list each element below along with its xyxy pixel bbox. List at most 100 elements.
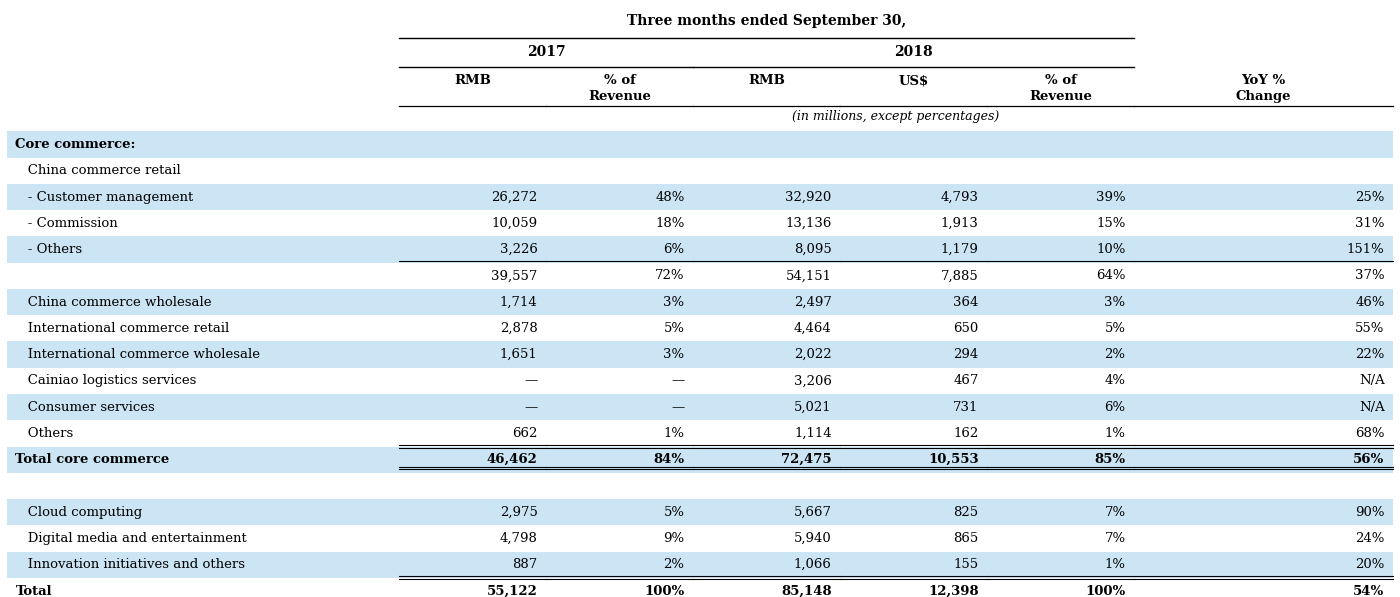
Text: 731: 731 [953, 401, 979, 414]
Text: 18%: 18% [655, 217, 685, 230]
Text: Digital media and entertainment: Digital media and entertainment [15, 532, 248, 545]
Text: 5,940: 5,940 [794, 532, 832, 545]
Text: 85,148: 85,148 [781, 584, 832, 597]
Text: 9%: 9% [664, 532, 685, 545]
Bar [7, 315, 1393, 341]
Text: 32,920: 32,920 [785, 190, 832, 204]
Text: 39,557: 39,557 [491, 269, 538, 282]
Bar [7, 263, 1393, 289]
Text: 39%: 39% [1096, 190, 1126, 204]
Bar [7, 473, 1393, 499]
Text: China commerce wholesale: China commerce wholesale [15, 296, 211, 309]
Bar [7, 499, 1393, 525]
Text: 2%: 2% [664, 558, 685, 571]
Text: 887: 887 [512, 558, 538, 571]
Text: 3,206: 3,206 [794, 374, 832, 387]
Text: 155: 155 [953, 558, 979, 571]
Bar [7, 368, 1393, 394]
Text: YoY %
Change: YoY % Change [1236, 74, 1291, 103]
Text: US$: US$ [899, 74, 928, 87]
Text: 1%: 1% [1105, 427, 1126, 440]
Text: 151%: 151% [1347, 243, 1385, 256]
Text: 662: 662 [512, 427, 538, 440]
Text: 4,793: 4,793 [941, 190, 979, 204]
Text: 15%: 15% [1096, 217, 1126, 230]
Text: 1,114: 1,114 [794, 427, 832, 440]
Text: 100%: 100% [1085, 584, 1126, 597]
Text: 8,095: 8,095 [794, 243, 832, 256]
Text: 1,651: 1,651 [500, 348, 538, 361]
Text: - Others: - Others [15, 243, 83, 256]
Text: 46%: 46% [1355, 296, 1385, 309]
Text: 825: 825 [953, 506, 979, 519]
Text: China commerce retail: China commerce retail [15, 164, 181, 177]
Text: 1%: 1% [1105, 558, 1126, 571]
Text: 2017: 2017 [526, 45, 566, 59]
Text: 1,066: 1,066 [794, 558, 832, 571]
Text: 5%: 5% [1105, 322, 1126, 335]
Bar [7, 578, 1393, 597]
Text: Cainiao logistics services: Cainiao logistics services [15, 374, 197, 387]
Text: 12,398: 12,398 [928, 584, 979, 597]
Text: 4,464: 4,464 [794, 322, 832, 335]
Bar [7, 447, 1393, 473]
Text: % of
Revenue: % of Revenue [1029, 74, 1092, 103]
Text: 46,462: 46,462 [487, 453, 538, 466]
Text: 20%: 20% [1355, 558, 1385, 571]
Text: N/A: N/A [1359, 401, 1385, 414]
Text: 2018: 2018 [895, 45, 932, 59]
Text: 100%: 100% [644, 584, 685, 597]
Text: 54%: 54% [1354, 584, 1385, 597]
Bar [7, 184, 1393, 210]
Text: 7,885: 7,885 [941, 269, 979, 282]
Text: Total: Total [15, 584, 52, 597]
Text: 865: 865 [953, 532, 979, 545]
Text: 64%: 64% [1096, 269, 1126, 282]
Text: 26,272: 26,272 [491, 190, 538, 204]
Text: - Customer management: - Customer management [15, 190, 193, 204]
Text: 22%: 22% [1355, 348, 1385, 361]
Text: 72%: 72% [655, 269, 685, 282]
Text: Innovation initiatives and others: Innovation initiatives and others [15, 558, 245, 571]
Text: —: — [525, 401, 538, 414]
Text: 54,151: 54,151 [785, 269, 832, 282]
Bar [7, 341, 1393, 368]
Text: 48%: 48% [655, 190, 685, 204]
Text: 56%: 56% [1354, 453, 1385, 466]
Text: 68%: 68% [1355, 427, 1385, 440]
Text: Cloud computing: Cloud computing [15, 506, 143, 519]
Bar [7, 525, 1393, 552]
Text: 2,022: 2,022 [794, 348, 832, 361]
Text: —: — [672, 374, 685, 387]
Text: 55,122: 55,122 [487, 584, 538, 597]
Bar [7, 394, 1393, 420]
Text: 55%: 55% [1355, 322, 1385, 335]
Text: N/A: N/A [1359, 374, 1385, 387]
Text: 13,136: 13,136 [785, 217, 832, 230]
Text: Core commerce:: Core commerce: [15, 138, 136, 151]
Text: 1,179: 1,179 [941, 243, 979, 256]
Text: RMB: RMB [748, 74, 785, 87]
Text: 85%: 85% [1095, 453, 1126, 466]
Text: 37%: 37% [1355, 269, 1385, 282]
Bar [7, 289, 1393, 315]
Text: 4%: 4% [1105, 374, 1126, 387]
Bar [7, 552, 1393, 578]
Text: 31%: 31% [1355, 217, 1385, 230]
Text: 6%: 6% [664, 243, 685, 256]
Text: - Commission: - Commission [15, 217, 118, 230]
Text: 3%: 3% [664, 296, 685, 309]
Text: % of
Revenue: % of Revenue [588, 74, 651, 103]
Text: (in millions, except percentages): (in millions, except percentages) [792, 110, 1000, 123]
Text: RMB: RMB [454, 74, 491, 87]
Text: 162: 162 [953, 427, 979, 440]
Text: 2,975: 2,975 [500, 506, 538, 519]
Text: 1,714: 1,714 [500, 296, 538, 309]
Text: 10,059: 10,059 [491, 217, 538, 230]
Text: 650: 650 [953, 322, 979, 335]
Bar [7, 420, 1393, 447]
Text: 5,667: 5,667 [794, 506, 832, 519]
Text: International commerce retail: International commerce retail [15, 322, 230, 335]
Text: 24%: 24% [1355, 532, 1385, 545]
Text: 1,913: 1,913 [941, 217, 979, 230]
